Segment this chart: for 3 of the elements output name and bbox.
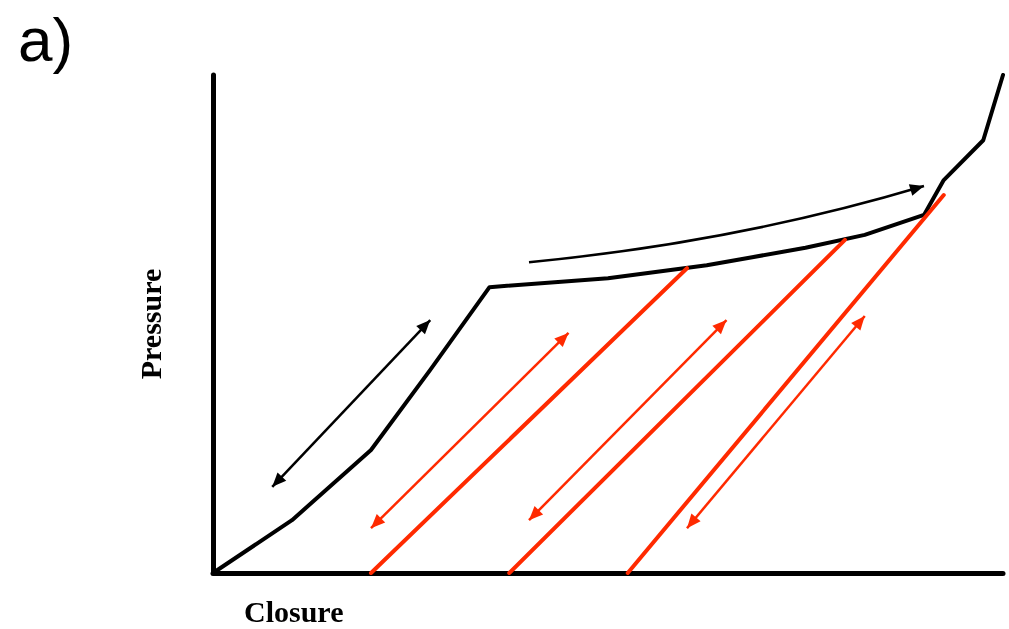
y-axis-title: Pressure: [133, 268, 167, 380]
x-axis-title: Closure: [244, 594, 344, 628]
text: a): [18, 4, 74, 74]
